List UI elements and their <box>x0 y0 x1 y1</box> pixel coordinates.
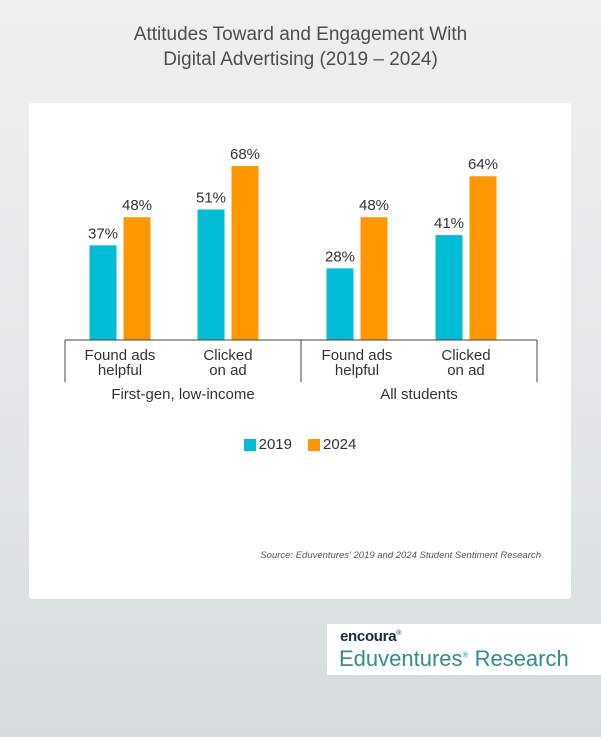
source-note: Source: Eduventures' 2019 and 2024 Stude… <box>260 550 541 561</box>
category-label-2-0: Found ads <box>322 347 393 364</box>
bar-2024-2 <box>360 217 388 340</box>
category-label-0-0: Found ads <box>85 347 156 364</box>
data-label-2024-2: 48% <box>359 197 389 214</box>
logo-encoura-text: encoura <box>340 628 397 645</box>
legend-label-2019: 2019 <box>258 436 292 453</box>
data-label-2024-1: 68% <box>230 146 260 163</box>
data-label-2019-1: 51% <box>196 190 226 207</box>
category-label-1-0: Clicked <box>203 347 252 364</box>
data-label-2019-3: 41% <box>434 215 464 232</box>
group-label-1: All students <box>380 386 458 403</box>
logo-eduventures: Eduventures® Research <box>339 646 569 672</box>
chart-title-line-2: Digital Advertising (2019 – 2024) <box>163 49 438 70</box>
category-label-0-1: helpful <box>98 362 142 379</box>
logo-encoura-mark: ® <box>396 630 402 637</box>
category-label-1-1: on ad <box>209 362 247 379</box>
legend: 2019 2024 <box>29 436 571 453</box>
data-label-2024-0: 48% <box>122 197 152 214</box>
chart-card: 37% 51% 28% 41% 48% 68% 48% 64% Found ads helpful… <box>29 103 571 599</box>
category-label-2-1: helpful <box>335 362 379 379</box>
bar-2019-3 <box>435 235 463 340</box>
chart-title: Attitudes Toward and Engagement With Dig… <box>0 22 601 72</box>
logo-eduventures-text: Eduventures <box>339 646 463 671</box>
legend-item-2019: 2019 <box>243 436 292 453</box>
bar-2019-2 <box>326 268 354 340</box>
bar-2024-0 <box>123 217 151 340</box>
chart-title-line-1: Attitudes Toward and Engagement With <box>133 24 468 45</box>
category-label-3-1: on ad <box>447 362 485 379</box>
bar-2019-1 <box>197 209 225 340</box>
data-label-2024-3: 64% <box>468 156 498 173</box>
bar-chart: 37%51%28%41%48%68%48%64%Found adshelpful… <box>64 146 538 403</box>
bar-2024-1 <box>231 166 259 340</box>
bar-2019-0 <box>89 245 117 340</box>
legend-swatch-2019 <box>243 438 256 451</box>
bar-2024-3 <box>469 176 497 340</box>
logo-encoura: encoura® <box>340 628 401 645</box>
brand-logo: encoura® Eduventures® Research <box>327 624 601 675</box>
legend-item-2024: 2024 <box>308 436 356 453</box>
logo-eduventures-mark: ® <box>462 650 469 660</box>
data-label-2019-2: 28% <box>325 248 355 265</box>
data-label-2019-0: 37% <box>88 225 118 242</box>
logo-research-text: Research <box>474 646 569 671</box>
group-label-0: First-gen, low-income <box>111 386 254 403</box>
category-label-3-0: Clicked <box>441 347 490 364</box>
legend-swatch-2024 <box>308 438 320 451</box>
legend-label-2024: 2024 <box>323 436 357 453</box>
